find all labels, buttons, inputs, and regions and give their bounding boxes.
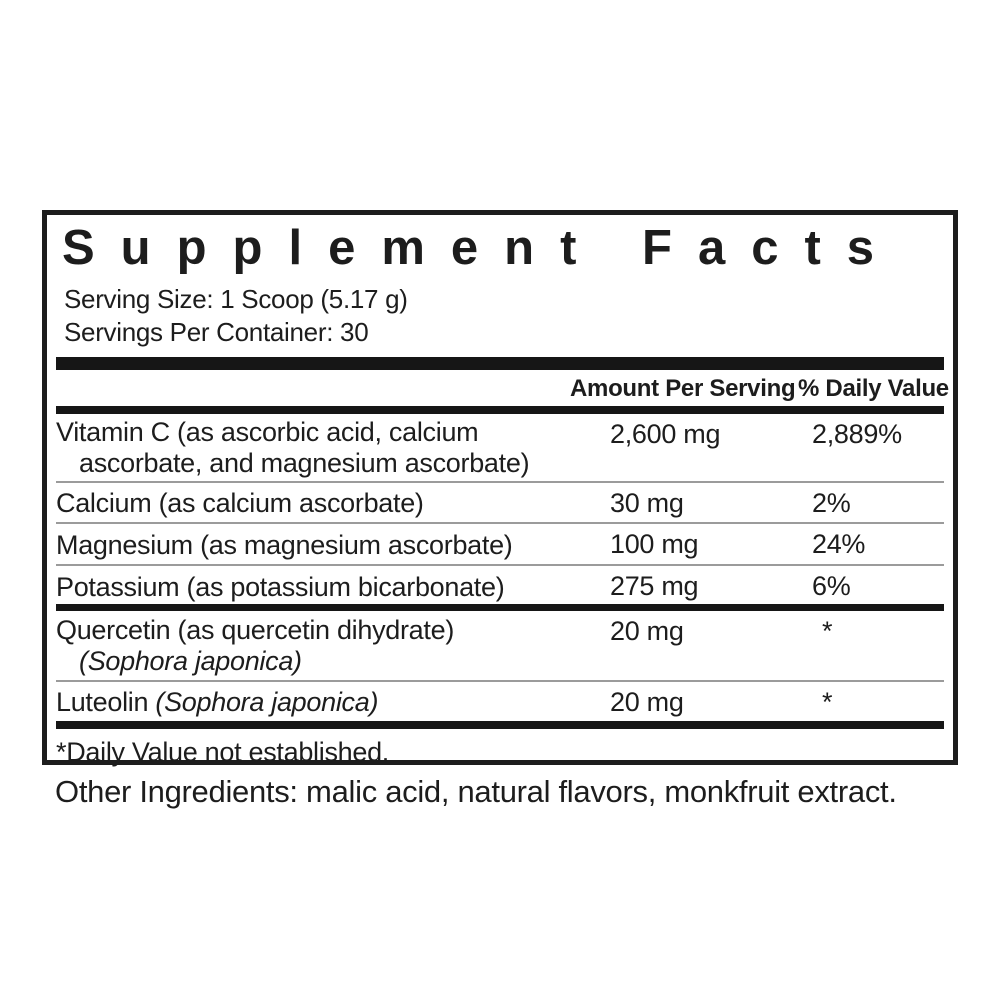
other-ingredients: Other Ingredients: malic acid, natural f… [55,774,897,809]
nutrient-name: Calcium (as calcium ascorbate) [56,488,424,518]
nutrient-name: Magnesium (as magnesium ascorbate) [56,530,513,560]
amount-value: 20 mg [610,616,684,646]
amount-value: 2,600 mg [610,419,721,449]
daily-value: * [822,687,833,717]
nutrient-row-quercetin: Quercetin (as quercetin dihydrate) (Soph… [56,611,944,682]
amount-value: 30 mg [610,488,684,518]
botanical-name: (Sophora japonica) [155,687,379,717]
nutrient-name: Potassium (as potassium bicarbonate) [56,572,505,602]
botanical-name: (Sophora japonica) [79,646,302,676]
thick-rule-header [56,406,944,414]
nutrient-row-luteolin: Luteolin (Sophora japonica) 20 mg * [56,682,944,729]
nutrient-name: Quercetin (as quercetin dihydrate) (Soph… [56,615,601,677]
amount-value: 100 mg [610,529,699,559]
nutrient-name: Luteolin (Sophora japonica) [56,687,379,717]
amount-value: 275 mg [610,571,699,601]
serving-info: Serving Size: 1 Scoop (5.17 g) Servings … [64,283,944,349]
nutrient-row-potassium: Potassium (as potassium bicarbonate) 275… [56,566,944,611]
daily-value: 2,889% [812,419,902,449]
amount-per-serving-header: Amount Per Serving [570,375,796,402]
supplement-facts-panel: Supplement Facts Serving Size: 1 Scoop (… [42,210,958,767]
nutrient-row-vitamin-c: Vitamin C (as ascorbic acid, calcium asc… [56,414,944,483]
nutrient-row-magnesium: Magnesium (as magnesium ascorbate) 100 m… [56,524,944,566]
servings-per-container: Servings Per Container: 30 [64,317,369,347]
nutrient-name: Vitamin C (as ascorbic acid, calcium asc… [56,417,530,478]
daily-value-footnote: *Daily Value not established. [56,737,390,767]
panel-title: Supplement Facts [62,221,901,275]
daily-value: * [822,616,833,646]
daily-value: 6% [812,571,851,601]
amount-value: 20 mg [610,687,684,717]
serving-size: Serving Size: 1 Scoop (5.17 g) [64,284,408,314]
nutrient-row-calcium: Calcium (as calcium ascorbate) 30 mg 2% [56,483,944,524]
daily-value-header: % Daily Value [798,375,949,402]
thick-rule-top [56,357,944,370]
daily-value: 2% [812,488,851,518]
column-header-row: Amount Per Serving % Daily Value [56,370,949,406]
daily-value: 24% [812,529,866,559]
